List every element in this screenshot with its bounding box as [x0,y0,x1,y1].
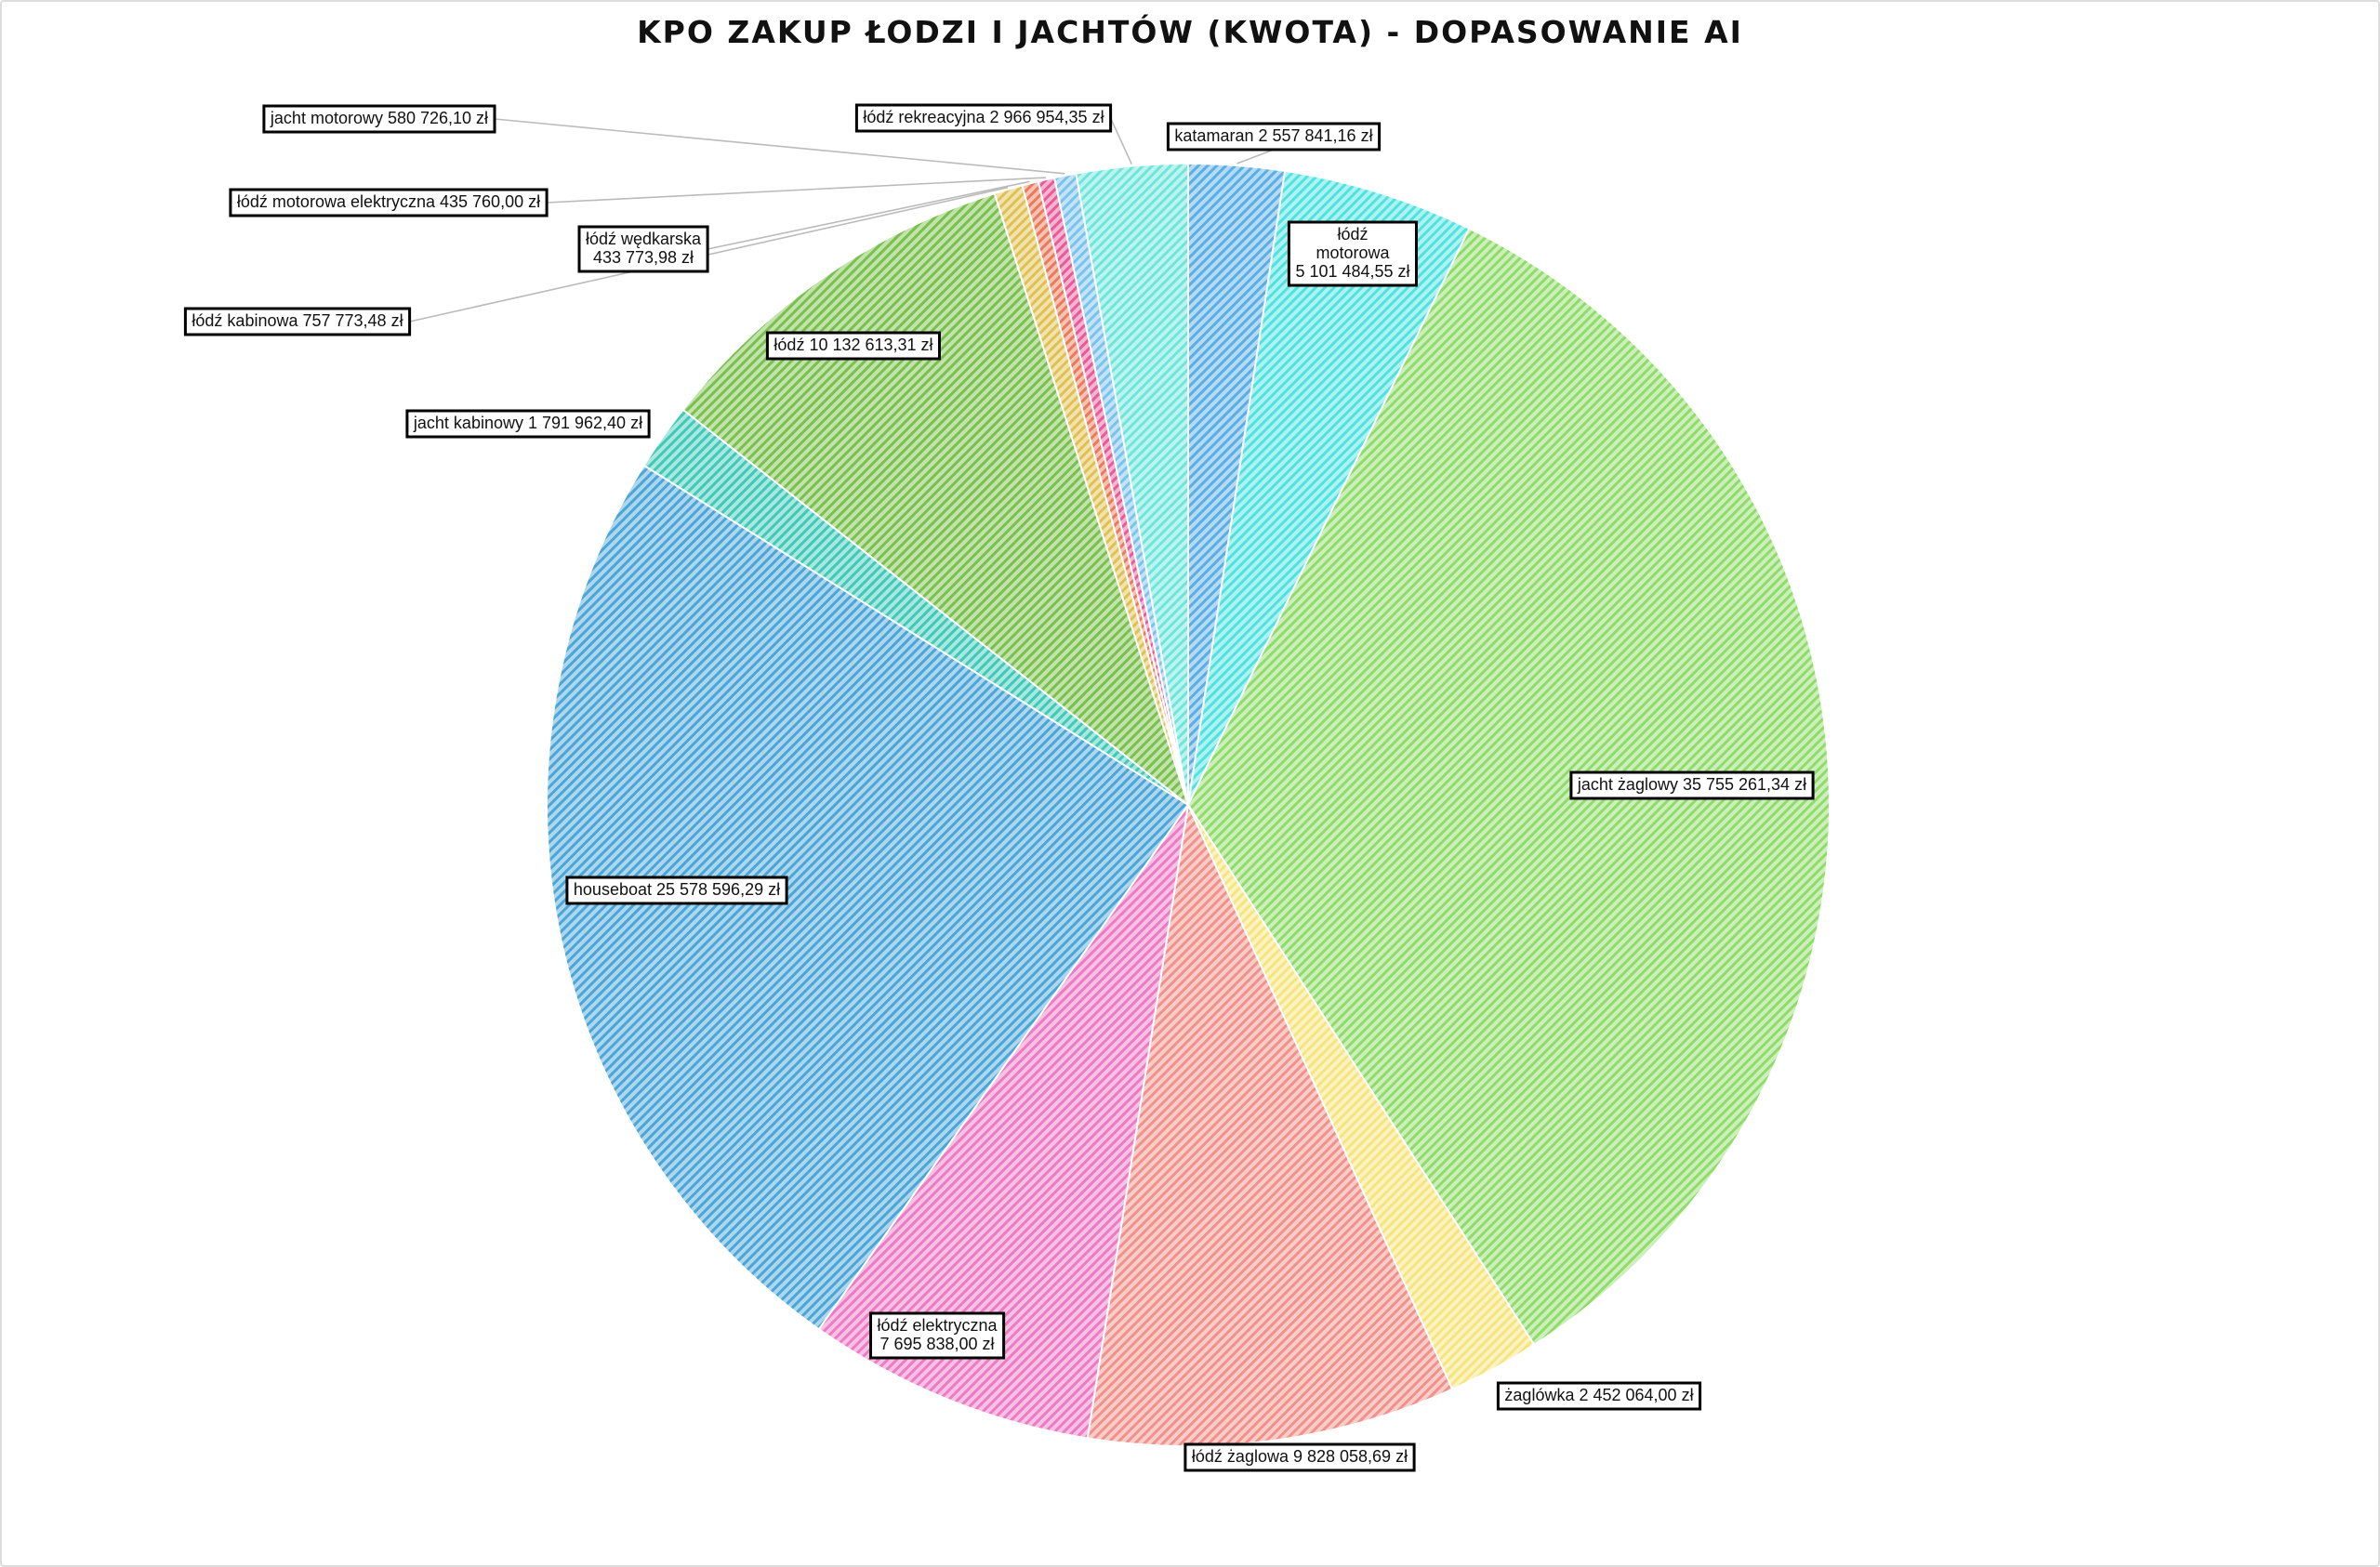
pie-slice [546,464,1190,1331]
slice-label-box [854,103,1113,133]
slice-label: łódź 10 132 613,31 zł [765,331,942,361]
slice-label: łódź żaglowa 9 828 058,69 zł [1183,1442,1416,1472]
slice-label: łódź rekreacyjna 2 966 954,35 zł [854,103,1113,133]
slice-label-line: 5 101 484,55 zł [1295,262,1409,281]
slice-label-box [1287,220,1419,287]
slice-label-line: łódź 10 132 613,31 zł [774,336,932,354]
slice-label-line: jacht kabinowy 1 791 962,40 zł [413,414,642,432]
leader-line [1236,149,1275,165]
slice-label-line: motorowa [1316,244,1390,262]
slice-label-line: łódź motorowa elektryczna 435 760,00 zł [237,192,540,211]
pie-slices [546,162,1831,1447]
slice-label-line: 433 773,98 zł [593,248,694,267]
slice-label: łódź motorowa elektryczna 435 760,00 zł [229,188,549,217]
slice-label-box [183,307,412,336]
slice-label-line: łódź rekreacyjna 2 966 954,35 zł [863,108,1104,126]
pie-slice [817,804,1189,1440]
slice-label: łódź kabinowa 757 773,48 zł [183,307,412,336]
slice-label-line: łódź wędkarska [586,230,702,248]
slice-label-line: łódź żaglowa 9 828 058,69 zł [1192,1447,1408,1466]
slice-label: jacht motorowy 580 726,10 zł [262,104,496,134]
slice-label: jacht żaglowy 35 755 261,34 zł [1569,770,1815,800]
pie-slice [1086,801,1454,1447]
slice-label-line: łódź elektryczna [877,1316,998,1335]
slice-label-line: łódź [1337,225,1368,244]
slice-label-box [1183,1442,1416,1472]
slice-label-box [262,104,496,134]
slice-label-line: houseboat 25 578 596,29 zł [574,880,780,899]
slice-label: katamaran 2 557 841,16 zł [1166,122,1382,151]
slice-label-box [1496,1381,1702,1411]
slice-label-line: łódź kabinowa 757 773,48 zł [192,311,403,330]
slice-label-line: jacht motorowy 580 726,10 zł [270,109,488,127]
slice-label-box [229,188,549,217]
chart-title: KPO ZAKUP ŁODZI I JACHTÓW (KWOTA) - DOPA… [637,13,1743,50]
leader-line [1109,117,1133,165]
leader-line [547,177,1046,204]
slice-label-box [405,409,651,439]
slice-label-line: katamaran 2 557 841,16 zł [1174,126,1372,145]
slice-label: żaglówka 2 452 064,00 zł [1496,1381,1702,1411]
slice-label-line: żaglówka 2 452 064,00 zł [1504,1386,1693,1404]
slice-label-box [1569,770,1815,800]
slice-label: jacht kabinowy 1 791 962,40 zł [405,409,651,439]
pie-slice [1187,169,1471,806]
slice-label-line: 7 695 838,00 zł [879,1335,994,1353]
slice-label-box [1166,122,1382,151]
pie-slice [1075,162,1189,806]
slice-label: houseboat 25 578 596,29 zł [565,876,788,905]
leader-line [707,180,1030,250]
slice-label-line: jacht żaglowy 35 755 261,34 zł [1577,775,1806,794]
slice-label-box [869,1311,1006,1360]
leader-line [494,118,1065,175]
slice-label-box [577,225,709,273]
slice-label-box [565,876,788,905]
slice-label-box [765,331,942,361]
pie-slice [1186,227,1831,1347]
